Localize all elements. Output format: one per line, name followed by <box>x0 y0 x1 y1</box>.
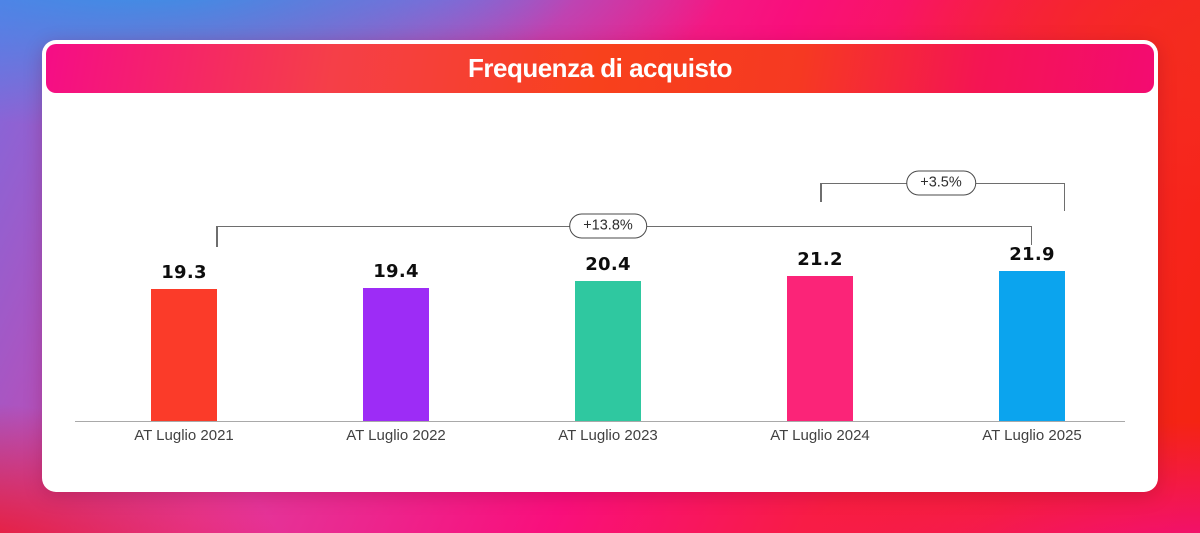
bracket-end-left <box>216 226 218 247</box>
bar-value-label: 19.4 <box>373 261 419 282</box>
chart-header-band: Frequenza di acquisto <box>46 44 1154 93</box>
bracket-end-left <box>820 183 822 202</box>
bar-value-label: 21.9 <box>1009 244 1055 265</box>
bar-column: 20.4 AT Luglio 2023 <box>502 110 714 470</box>
growth-annotation-pill: +13.8% <box>569 213 647 239</box>
bar-column: 21.9 AT Luglio 2025 <box>926 110 1138 470</box>
bar <box>575 281 641 421</box>
bar <box>363 288 429 421</box>
bar-value-label: 20.4 <box>585 254 631 275</box>
bar-value-label: 21.2 <box>797 249 843 270</box>
bar-column: 19.3 AT Luglio 2021 <box>78 110 290 470</box>
bar <box>151 289 217 421</box>
bar <box>787 276 853 421</box>
category-label: AT Luglio 2022 <box>346 427 446 444</box>
chart-title: Frequenza di acquisto <box>468 53 733 83</box>
category-label: AT Luglio 2021 <box>134 427 234 444</box>
category-label: AT Luglio 2023 <box>558 427 658 444</box>
growth-annotation-pill: +3.5% <box>906 170 976 196</box>
category-label: AT Luglio 2024 <box>770 427 870 444</box>
x-axis-line <box>75 421 1125 422</box>
bar-value-label: 19.3 <box>161 262 207 283</box>
bar-column: 21.2 AT Luglio 2024 <box>714 110 926 470</box>
bar-column: 19.4 AT Luglio 2022 <box>290 110 502 470</box>
bracket-end-right <box>1030 226 1032 245</box>
chart-card: Frequenza di acquisto 19.3 AT Luglio 2021… <box>42 40 1158 492</box>
category-label: AT Luglio 2025 <box>982 427 1082 444</box>
bar <box>999 271 1065 421</box>
bracket-end-right <box>1063 183 1065 211</box>
bar-chart: 19.3 AT Luglio 2021 19.4 AT Luglio 2022 20.4… <box>75 110 1125 470</box>
